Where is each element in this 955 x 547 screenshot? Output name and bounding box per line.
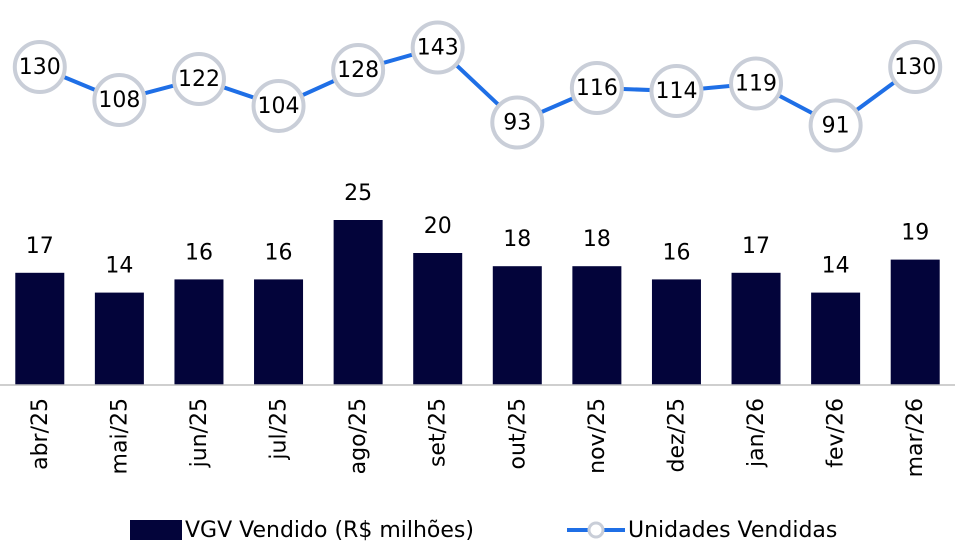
bar xyxy=(413,253,463,385)
line-value-label: 143 xyxy=(417,36,459,61)
line-value-label: 93 xyxy=(503,111,531,136)
x-tick-label: dez/25 xyxy=(664,398,689,472)
line-value-label: 122 xyxy=(178,67,220,92)
bar xyxy=(254,279,304,385)
legend-label: VGV Vendido (R$ milhões) xyxy=(185,518,474,543)
line-value-label: 108 xyxy=(98,88,140,113)
line-value-label: 128 xyxy=(337,58,379,83)
legend-label: Unidades Vendidas xyxy=(628,518,837,543)
x-tick-label: set/25 xyxy=(426,398,451,467)
line-value-label: 130 xyxy=(894,55,936,80)
x-tick-label: fev/26 xyxy=(824,398,849,468)
x-tick-label: jul/25 xyxy=(267,398,292,461)
line-marker xyxy=(888,40,943,94)
bar-value-label: 18 xyxy=(503,227,531,252)
line-marker xyxy=(649,64,704,118)
bar xyxy=(731,272,781,385)
bar-value-label: 17 xyxy=(26,234,54,259)
x-tick-label: abr/25 xyxy=(28,398,53,470)
line-value-label: 130 xyxy=(19,55,61,80)
x-tick-label: mai/25 xyxy=(107,398,132,474)
bar xyxy=(890,259,940,385)
bar-value-label: 14 xyxy=(105,254,133,279)
line-marker xyxy=(12,40,67,94)
x-tick-label: ago/25 xyxy=(346,398,371,474)
line-marker xyxy=(92,73,147,127)
bar-value-label: 18 xyxy=(583,227,611,252)
line-value-label: 104 xyxy=(258,94,300,119)
bar-value-label: 25 xyxy=(344,181,372,206)
legend-swatch-marker xyxy=(587,521,605,539)
bar xyxy=(651,279,701,385)
line-marker xyxy=(251,79,306,133)
bar-value-label: 16 xyxy=(662,240,690,265)
bar-value-label: 20 xyxy=(424,214,452,239)
line-marker xyxy=(569,61,624,115)
bar xyxy=(94,292,144,385)
x-tick-label: nov/25 xyxy=(585,398,610,474)
line-value-label: 116 xyxy=(576,76,618,101)
bar xyxy=(811,292,861,385)
line-marker xyxy=(171,52,226,106)
bar xyxy=(492,266,542,385)
legend-swatch xyxy=(130,520,182,540)
bar xyxy=(572,266,622,385)
bar-value-label: 17 xyxy=(742,234,770,259)
bar-value-label: 16 xyxy=(185,240,213,265)
bar-value-label: 14 xyxy=(822,254,850,279)
bar-value-label: 19 xyxy=(901,221,929,246)
line-value-label: 119 xyxy=(735,72,777,97)
x-tick-label: jan/26 xyxy=(744,398,769,468)
line-marker xyxy=(410,20,465,75)
line-marker xyxy=(808,98,863,153)
bar xyxy=(174,279,224,385)
bar-value-label: 16 xyxy=(265,240,293,265)
line-marker xyxy=(729,56,784,111)
line-marker xyxy=(490,95,545,150)
line-value-label: 91 xyxy=(822,114,850,139)
x-tick-label: jun/25 xyxy=(187,398,212,468)
bar xyxy=(15,272,65,385)
x-tick-label: mar/26 xyxy=(903,398,928,477)
x-tick-label: out/25 xyxy=(505,398,530,469)
line-marker xyxy=(331,43,386,97)
line xyxy=(39,45,917,128)
line-value-label: 114 xyxy=(655,79,697,104)
bar xyxy=(333,220,383,385)
